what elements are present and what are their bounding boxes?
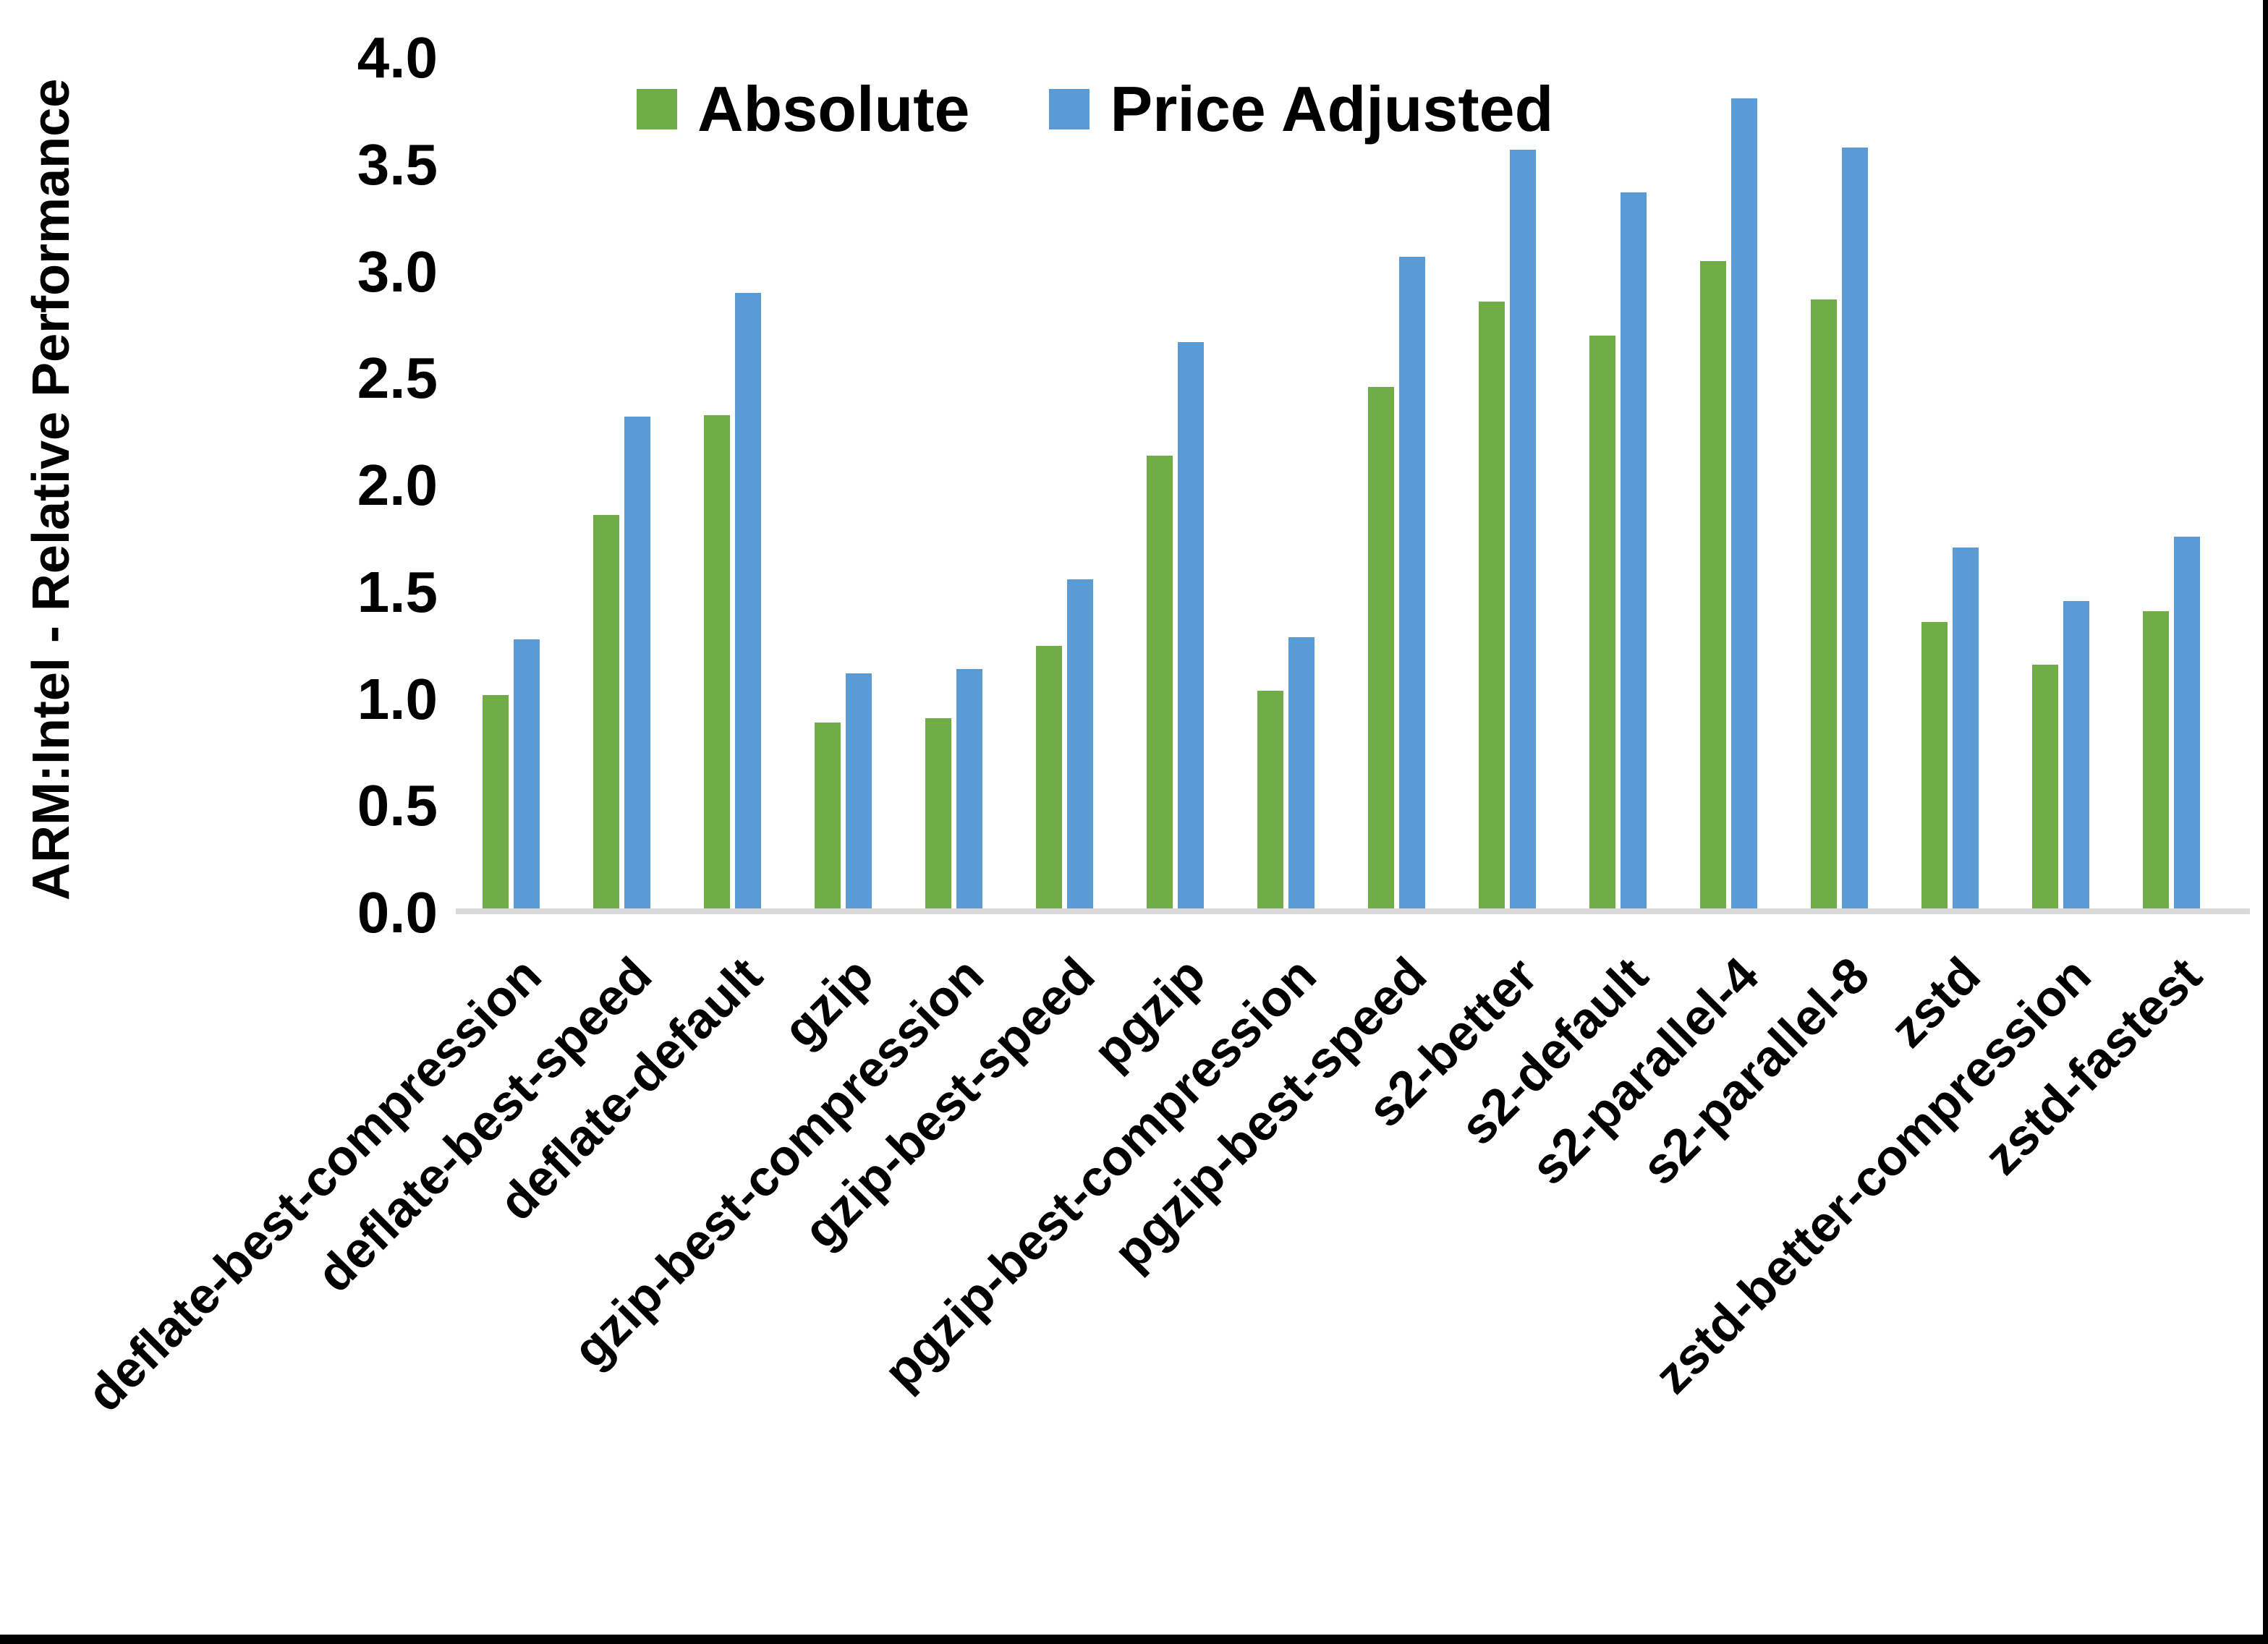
bar-absolute [2143, 611, 2169, 913]
bar-absolute [1811, 299, 1837, 913]
bar-price-adjusted [2174, 536, 2200, 913]
bar-price-adjusted [1621, 192, 1647, 913]
bar-price-adjusted [1510, 150, 1536, 913]
legend-entry-price-adjusted: Price Adjusted [1049, 72, 1553, 146]
bar-absolute [483, 694, 509, 913]
y-tick-label: 0.0 [357, 880, 438, 945]
bar-price-adjusted [846, 673, 872, 913]
y-tick-label: 3.5 [357, 132, 438, 197]
bar-absolute [1147, 455, 1173, 913]
bar-absolute [1036, 645, 1062, 913]
legend-swatch-icon [1049, 89, 1090, 129]
bar-price-adjusted [514, 639, 540, 913]
screenshot-right-border [2263, 0, 2268, 1644]
bar-price-adjusted [1399, 256, 1425, 913]
legend-label: Price Adjusted [1110, 73, 1554, 145]
bar-price-adjusted [2063, 600, 2089, 913]
y-tick-label: 2.0 [357, 453, 438, 517]
bar-price-adjusted [624, 417, 650, 913]
y-tick-label: 0.5 [357, 773, 438, 838]
bar-absolute [815, 723, 841, 913]
y-axis-title: ARM:Intel - Relative Performance [22, 78, 80, 900]
bar-absolute [1479, 301, 1505, 913]
bar-price-adjusted [1842, 148, 1868, 913]
bar-absolute [593, 515, 619, 913]
bar-price-adjusted [735, 293, 761, 913]
bar-absolute [1589, 336, 1615, 913]
screenshot-bottom-border [0, 1635, 2268, 1644]
y-tick-label: 3.0 [357, 239, 438, 304]
y-tick-label: 1.0 [357, 666, 438, 731]
bar-absolute [2032, 665, 2058, 913]
bar-absolute [925, 718, 951, 913]
bar-absolute [1368, 387, 1394, 913]
bar-price-adjusted [1288, 636, 1314, 913]
x-category-label: deflate-best-compression [75, 946, 552, 1423]
bar-price-adjusted [1953, 547, 1979, 913]
bar-price-adjusted [1067, 579, 1093, 913]
legend: Absolute Price Adjusted [637, 72, 1553, 146]
legend-label: Absolute [697, 73, 970, 145]
legend-swatch-icon [637, 89, 677, 129]
bar-absolute [1257, 690, 1283, 913]
bar-absolute [1700, 260, 1726, 913]
bar-price-adjusted [956, 669, 982, 913]
legend-entry-absolute: Absolute [637, 72, 969, 146]
bar-price-adjusted [1731, 98, 1757, 913]
y-tick-label: 2.5 [357, 346, 438, 411]
bar-price-adjusted [1178, 342, 1204, 913]
y-tick-label: 4.0 [357, 25, 438, 90]
x-axis-line [456, 908, 2250, 914]
bar-absolute [704, 414, 730, 913]
bar-absolute [1921, 622, 1948, 913]
y-tick-label: 1.5 [357, 559, 438, 624]
